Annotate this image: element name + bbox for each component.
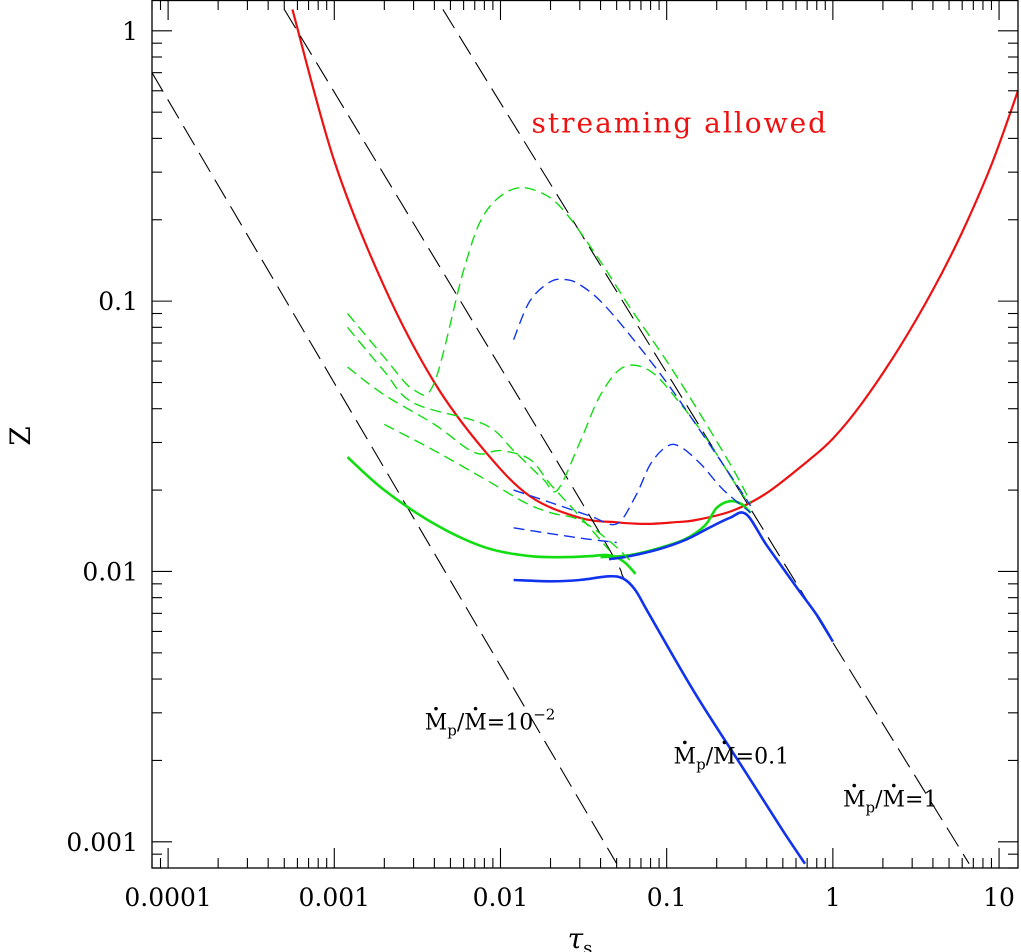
series-blue-dash-peak-high bbox=[512, 278, 752, 507]
series-green-dash-peak-mid bbox=[346, 326, 752, 507]
series-Mp/M=1-line bbox=[442, 9, 970, 864]
x-tick-label: 0.0001 bbox=[124, 883, 211, 912]
annotation-1e-2: Mp/M=10−2 bbox=[425, 706, 556, 740]
y-tick-label: 0.1 bbox=[98, 287, 138, 316]
text-layer: 0.0001 0.001 0.01 0.1 1 10 0.001 0.01 0.1 1 τs Zstr… bbox=[4, 17, 1015, 952]
x-tick-label: 0.1 bbox=[647, 883, 687, 912]
x-tick-label: 10 bbox=[983, 883, 1015, 912]
series-green-dash-peak-high bbox=[346, 186, 752, 503]
x-axis-label: τs bbox=[568, 922, 593, 952]
x-tick-label: 0.001 bbox=[299, 883, 371, 912]
x-tick-label: 0.01 bbox=[473, 883, 529, 912]
series-blue-dash-peak-low bbox=[513, 443, 752, 526]
y-tick-label: 0.001 bbox=[66, 828, 138, 857]
series-blue-solid-low bbox=[513, 574, 807, 865]
y-axis-label: Z bbox=[4, 426, 37, 445]
region-label: streaming allowed bbox=[532, 107, 829, 140]
axes-layer bbox=[151, 0, 1019, 869]
series-Mp/M=0.1-line bbox=[283, 9, 624, 578]
y-tick-label: 1 bbox=[122, 17, 138, 46]
x-tick-label: 1 bbox=[825, 883, 841, 912]
annotation-0-1: Mp/M=0.1 bbox=[674, 740, 790, 773]
series-green-dash-low-b bbox=[383, 423, 631, 561]
plot-frame bbox=[151, 0, 1019, 869]
series-green-solid-high bbox=[600, 499, 752, 559]
svg-text:Mp/M=10−2: Mp/M=10−2 bbox=[425, 706, 556, 740]
series-blue-dash-low bbox=[513, 527, 617, 544]
y-tick-label: 0.01 bbox=[82, 557, 138, 586]
svg-text:Mp/M=0.1: Mp/M=0.1 bbox=[674, 744, 790, 773]
series-green-dash-low-a bbox=[347, 366, 610, 551]
series-streaming-threshold bbox=[291, 9, 1018, 525]
series-blue-solid-high bbox=[608, 511, 835, 643]
annotation-1: Mp/M=1 bbox=[843, 783, 938, 817]
series-layer bbox=[152, 9, 1018, 865]
series-green-solid-low bbox=[346, 456, 637, 575]
series-Mp/M=1e-2-line bbox=[152, 72, 618, 864]
svg-text:Mp/M=1: Mp/M=1 bbox=[843, 788, 938, 817]
